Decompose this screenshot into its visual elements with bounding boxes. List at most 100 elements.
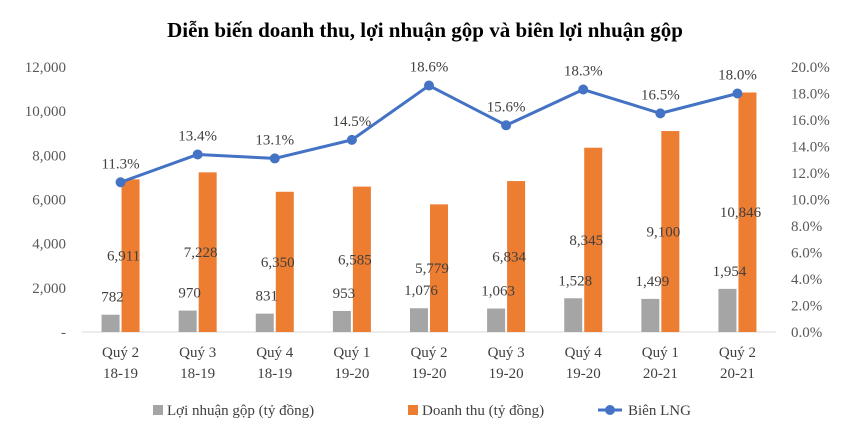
- bar-data-label: 6,911: [107, 249, 140, 265]
- category-label-line: Quý 1: [642, 345, 679, 361]
- left-tick-label: 6,000: [32, 193, 66, 209]
- category-label: Quý 2 20-21: [719, 345, 756, 382]
- right-tick-label: 14.0%: [791, 140, 830, 156]
- bar-data-label: 1,528: [558, 273, 592, 289]
- bar-data-label: 6,585: [338, 252, 372, 268]
- line-data-label: 13.4%: [178, 128, 217, 144]
- line-data-label: 11.3%: [101, 156, 139, 172]
- category-label: Quý 2 18-19: [102, 345, 139, 382]
- left-tick-label: 2,000: [32, 281, 66, 297]
- right-tick-label: 0.0%: [791, 325, 822, 341]
- bar: [564, 298, 583, 332]
- line-data-label: 13.1%: [255, 132, 294, 148]
- bar: [101, 314, 120, 332]
- category-label: Quý 2 19-20: [410, 345, 447, 382]
- right-tick-label: 2.0%: [791, 299, 822, 315]
- legend-label: Biên LNG: [628, 403, 691, 419]
- legend-swatch: [153, 405, 163, 415]
- right-tick-label: 6.0%: [791, 246, 822, 262]
- legend-marker: [605, 405, 615, 415]
- category-label: Quý 1 20-21: [642, 345, 679, 382]
- bar-data-label: 9,100: [646, 225, 680, 241]
- bar-data-label: 1,954: [713, 264, 747, 280]
- bar: [121, 179, 140, 332]
- category-label-line: 19-20: [412, 366, 447, 382]
- category-label-line: 20-21: [643, 366, 678, 382]
- line-data-label: 18.3%: [564, 64, 603, 80]
- bar: [718, 288, 737, 332]
- left-tick-label: 8,000: [32, 148, 66, 164]
- bar: [487, 308, 506, 332]
- category-label-line: 18-19: [257, 366, 292, 382]
- right-tick-label: 18.0%: [791, 87, 830, 103]
- right-tick-label: 16.0%: [791, 113, 830, 129]
- bar: [661, 131, 680, 332]
- category-label-line: Quý 3: [179, 345, 216, 361]
- line-point: [424, 80, 434, 91]
- bar-data-label: 1,499: [635, 274, 669, 290]
- right-tick-label: 4.0%: [791, 272, 822, 288]
- bar-data-label: 6,350: [261, 255, 295, 271]
- category-label-line: 18-19: [103, 366, 138, 382]
- category-label-line: 19-20: [489, 366, 524, 382]
- line-point: [655, 108, 666, 119]
- line-point: [732, 88, 743, 99]
- category-label-line: Quý 2: [719, 345, 756, 361]
- line-group: [115, 80, 743, 188]
- right-axis: 0.0% 2.0% 4.0% 6.0% 8.0% 10.0% 12.0% 14.0% 16.0%…: [791, 60, 830, 341]
- left-axis: - 2,000 4,000 6,000 8,000 10,000 12,000: [25, 60, 776, 341]
- category-labels-group: Quý 2 18-19 Quý 3 18-19 Quý 4 18-19 Quý 1 19-20…: [102, 345, 756, 382]
- category-label-line: 20-21: [720, 366, 755, 382]
- line-point: [192, 149, 203, 160]
- legend-label: Lợi nhuận gộp (tỷ đồng): [167, 403, 314, 419]
- line-data-label: 14.5%: [333, 114, 372, 130]
- line-point: [578, 84, 589, 95]
- category-label-line: Quý 2: [410, 345, 447, 361]
- bar-data-label: 1,063: [481, 284, 515, 300]
- bar: [255, 313, 274, 332]
- bar-data-label: 831: [256, 289, 279, 305]
- bar: [430, 204, 448, 332]
- chart-title: Diễn biến doanh thu, lợi nhuận gộp và bi…: [167, 18, 683, 42]
- bar: [507, 181, 526, 332]
- line-point: [501, 120, 512, 131]
- line-data-label: 15.6%: [487, 99, 526, 115]
- bar-data-label: 7,228: [184, 245, 218, 261]
- left-tick-label: 4,000: [32, 237, 66, 253]
- category-label-line: Quý 4: [256, 345, 294, 361]
- line-data-label: 18.0%: [718, 68, 757, 84]
- category-label: Quý 4 18-19: [256, 345, 294, 382]
- right-tick-label: 20.0%: [791, 60, 830, 76]
- category-label-line: Quý 4: [565, 345, 603, 361]
- bar: [584, 147, 603, 332]
- bar: [178, 310, 197, 332]
- left-tick-label: 10,000: [25, 104, 66, 120]
- category-label-line: Quý 3: [488, 345, 525, 361]
- category-label: Quý 4 19-20: [565, 345, 603, 382]
- bar: [410, 308, 428, 332]
- legend: Lợi nhuận gộp (tỷ đồng) Doanh thu (tỷ đồn…: [153, 403, 691, 419]
- category-label-line: 19-20: [334, 366, 369, 382]
- bars-group: [101, 92, 757, 333]
- bar: [641, 298, 660, 332]
- category-label-line: 19-20: [566, 366, 601, 382]
- bar-data-label: 782: [101, 290, 124, 306]
- bar-data-label: 1,076: [404, 283, 438, 299]
- line-point: [115, 177, 126, 188]
- category-label: Quý 3 19-20: [488, 345, 525, 382]
- category-label: Quý 1 19-20: [333, 345, 370, 382]
- data-labels-group: 782 970 831 953 1,076 1,063 1,528 1,499 1,954 6,9…: [101, 60, 761, 306]
- line-point: [346, 134, 357, 145]
- bar-data-label: 8,345: [569, 233, 603, 249]
- left-tick-label: 12,000: [25, 60, 66, 76]
- bar: [738, 92, 757, 333]
- bar-data-label: 10,846: [720, 205, 762, 221]
- bar: [352, 186, 371, 332]
- legend-swatch: [408, 405, 418, 415]
- bar: [275, 191, 294, 332]
- category-label: Quý 3 18-19: [179, 345, 216, 382]
- category-label-line: Quý 2: [102, 345, 139, 361]
- right-tick-label: 8.0%: [791, 219, 822, 235]
